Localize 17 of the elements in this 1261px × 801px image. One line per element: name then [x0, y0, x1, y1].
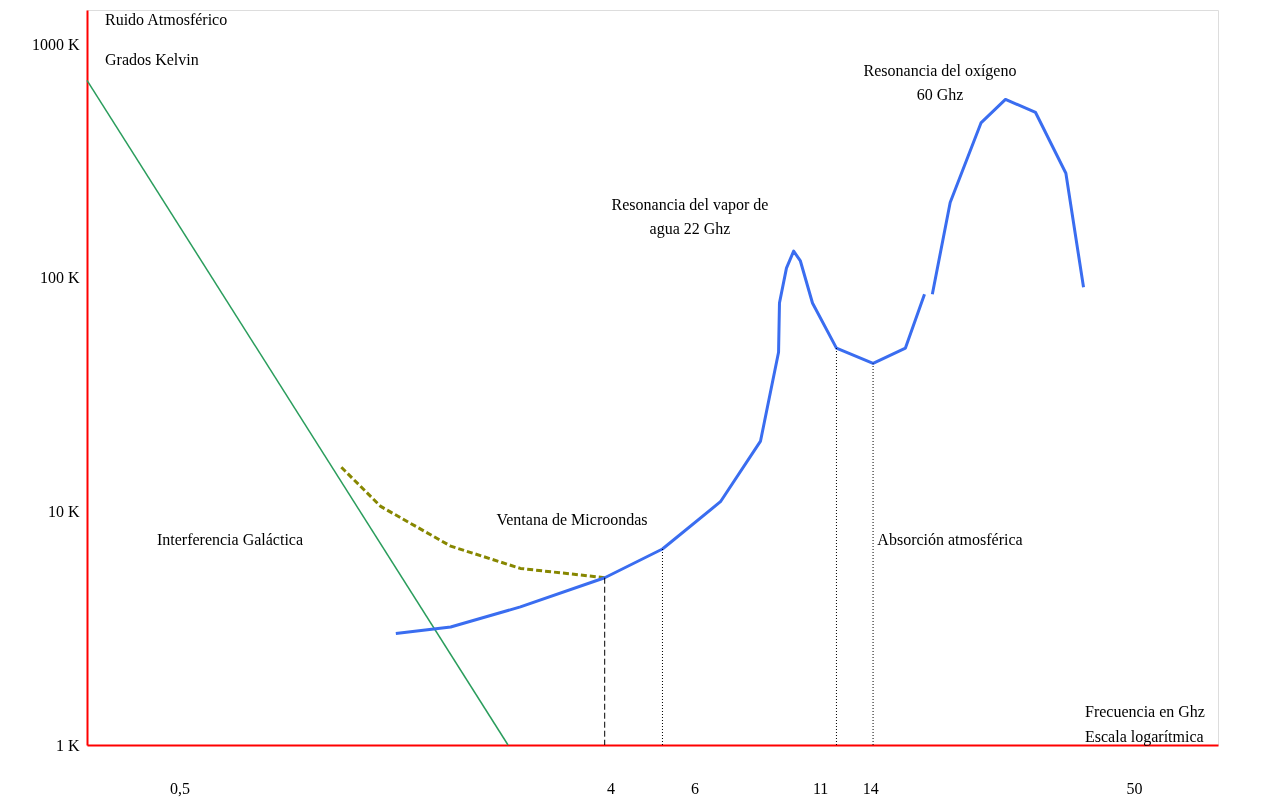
- annotation: Interferencia Galáctica: [156, 531, 304, 548]
- y-tick-label: 1 K: [55, 736, 80, 754]
- annotation: Resonancia del vapor de agua 22 Ghz: [611, 196, 769, 238]
- y-tick-label: 1000 K: [31, 35, 80, 53]
- x-tick-label: 50: [1126, 779, 1143, 797]
- text: Ruido Atmosférico Grados Kelvin: [105, 11, 228, 68]
- y-tick-label: 10 K: [47, 502, 80, 520]
- x-tick-label: 14: [862, 779, 879, 797]
- x-tick-label: 4: [606, 779, 615, 797]
- x-tick-label: 6: [691, 779, 700, 797]
- y-tick-label: 100 K: [39, 269, 80, 287]
- x-axis-title: Frecuencia en Ghz Escala logarítmica: [1085, 703, 1205, 746]
- annotation: Absorción atmosférica: [877, 531, 1023, 548]
- annotation: Resonancia del oxígeno 60 Ghz: [863, 62, 1017, 103]
- x-tick-label: 11: [812, 779, 829, 797]
- annotation: Ventana de Microondas: [496, 511, 648, 528]
- x-tick-label: 0,5: [170, 779, 190, 797]
